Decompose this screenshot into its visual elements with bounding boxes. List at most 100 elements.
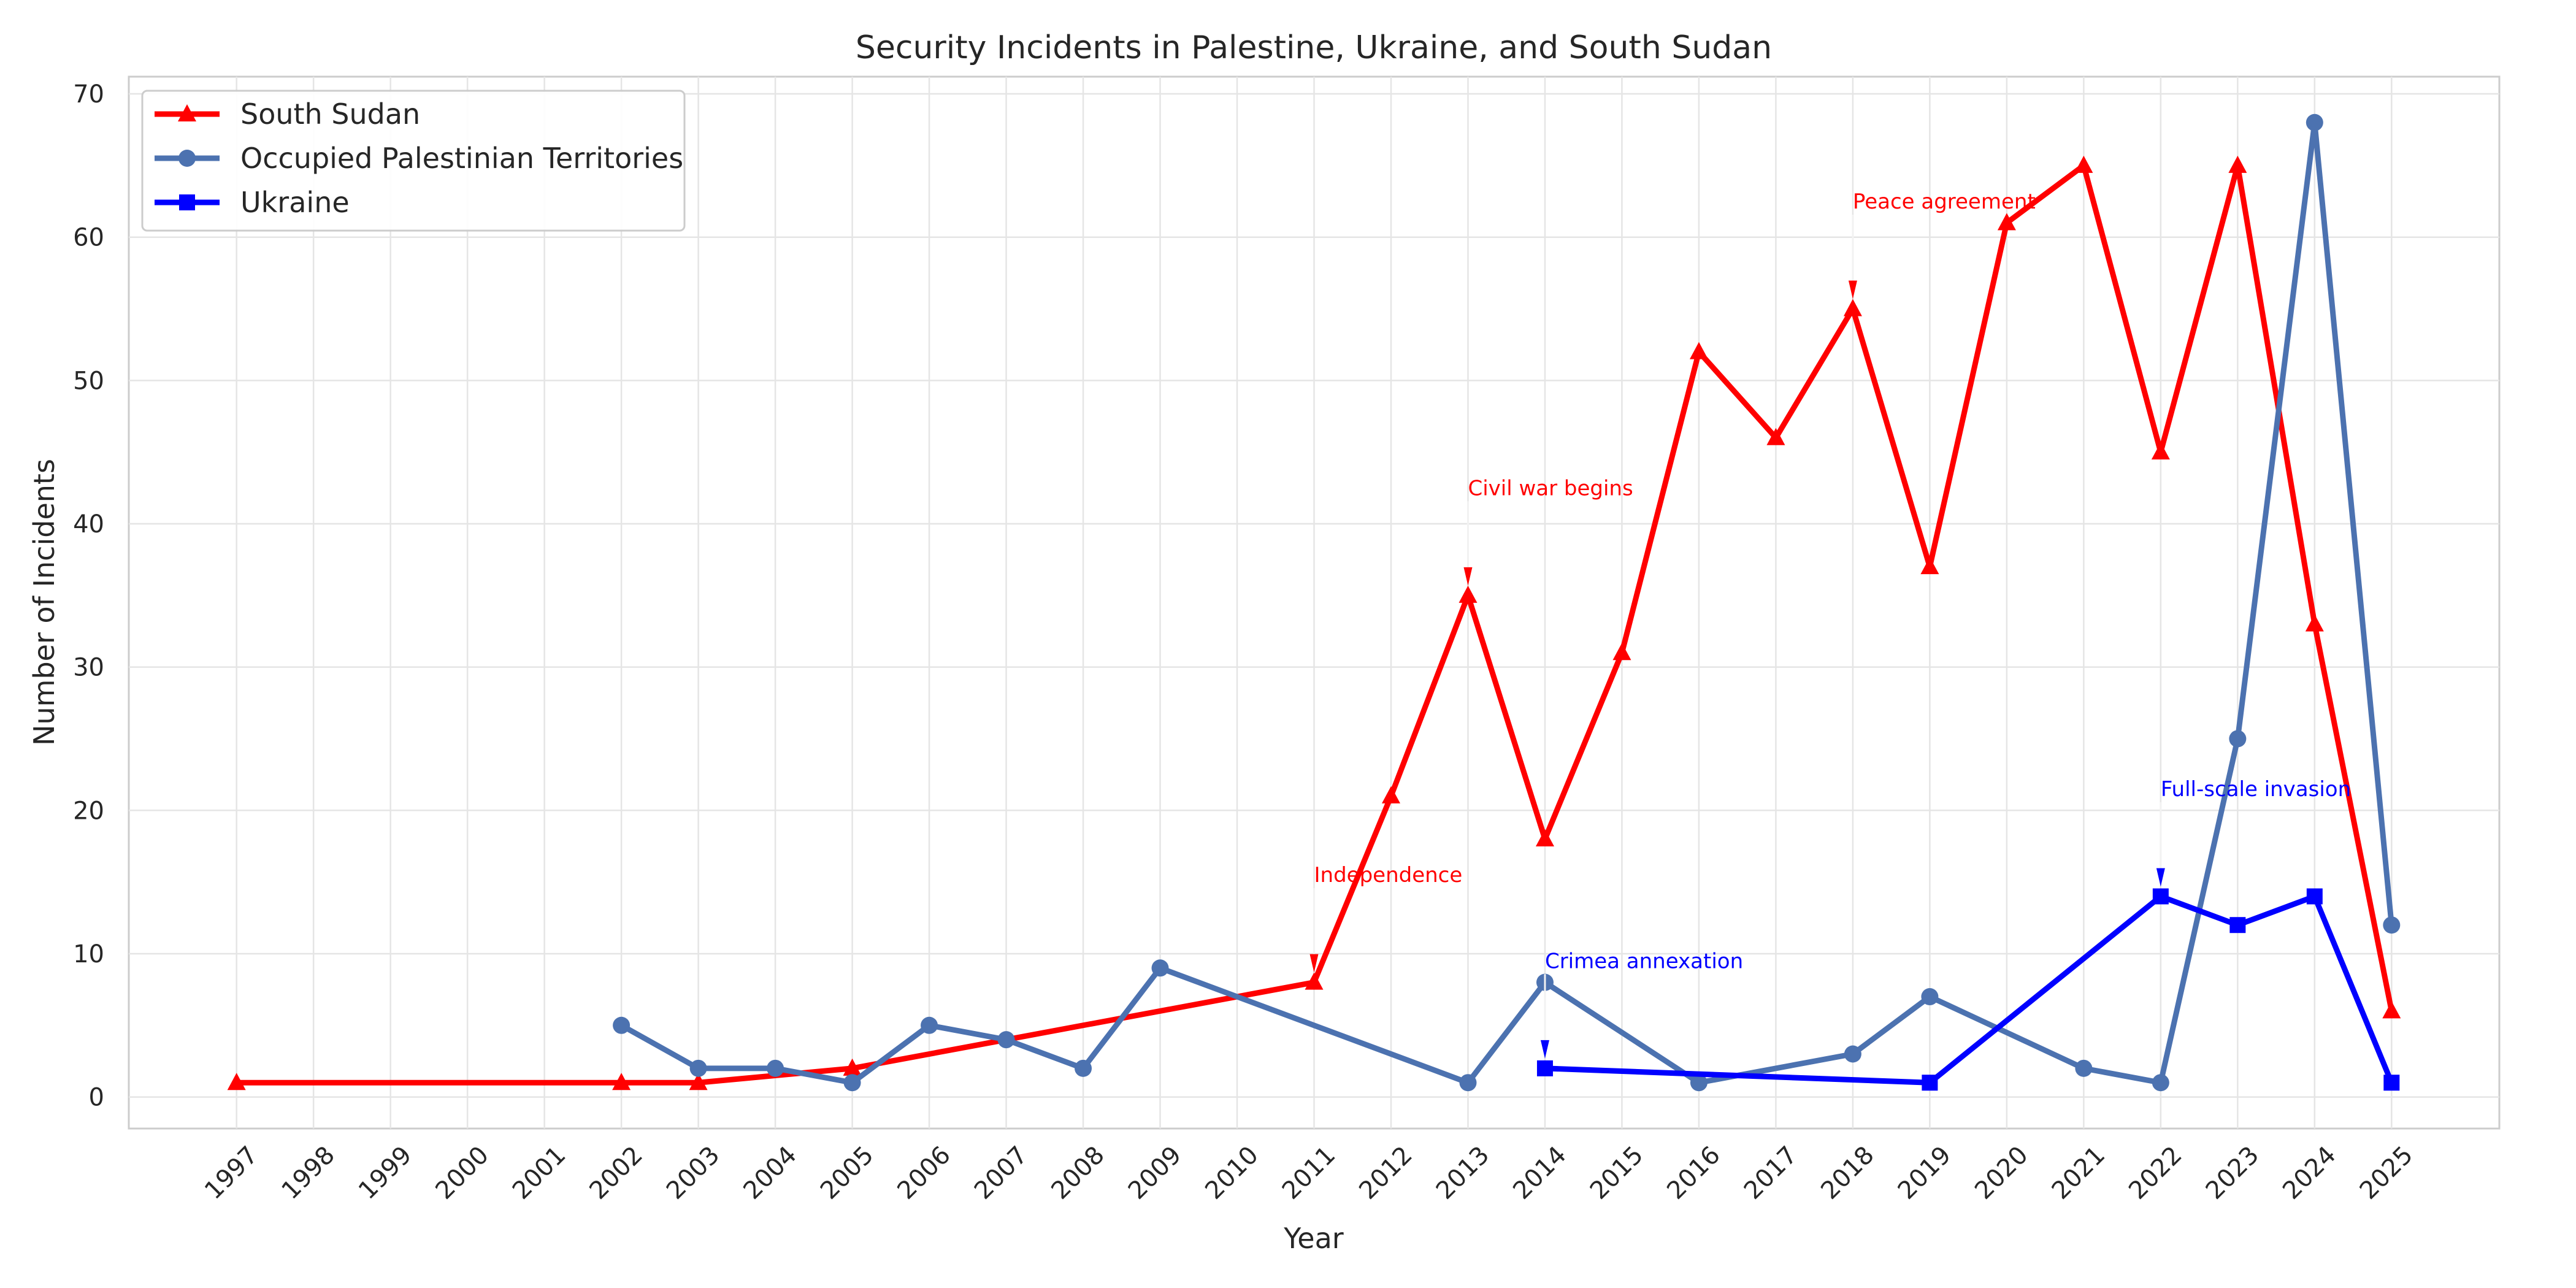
x-tick-label: 2024 (2277, 1141, 2342, 1205)
annotation-text: Peace agreement (1853, 190, 2036, 214)
x-tick-label: 2022 (2123, 1141, 2188, 1205)
grid (129, 77, 2499, 1129)
annotation-civil-war-begins: Civil war begins (1463, 476, 1633, 586)
annotation-peace-agreement: Peace agreement (1848, 190, 2036, 299)
data-point (1997, 213, 2016, 231)
annotation-arrow-head (1463, 567, 1473, 586)
annotation-text: Civil war begins (1468, 476, 1633, 500)
data-point (689, 1059, 707, 1077)
x-tick-label: 1997 (199, 1141, 264, 1205)
legend-item-ukraine: Ukraine (155, 186, 350, 219)
legend-label: Ukraine (240, 186, 350, 219)
x-tick-label: 2013 (1431, 1141, 1495, 1205)
series-occupied-palestinian-territories (613, 113, 2401, 1092)
chart-title: Security Incidents in Palestine, Ukraine… (856, 29, 1772, 66)
data-point (1766, 427, 1785, 445)
annotation-arrow-head (1309, 954, 1319, 973)
y-tick-label: 40 (73, 510, 104, 539)
x-tick-label: 1999 (353, 1141, 418, 1205)
x-tick-label: 2012 (1354, 1141, 1418, 1205)
data-point (612, 1073, 631, 1091)
data-point (767, 1059, 784, 1077)
data-point (2152, 888, 2169, 905)
data-point (1922, 1075, 1938, 1091)
annotation-text: Crimea annexation (1545, 949, 1743, 973)
data-point (1843, 299, 1862, 316)
data-point (1151, 959, 1169, 977)
x-tick-label: 2003 (661, 1141, 726, 1205)
x-tick-label: 2014 (1508, 1141, 1572, 1205)
data-point (1381, 786, 1400, 803)
data-point (2382, 1001, 2401, 1019)
data-point (843, 1058, 862, 1076)
annotation-crimea-annexation: Crimea annexation (1540, 949, 1743, 1059)
data-point (2151, 442, 2170, 460)
y-tick-label: 0 (89, 1084, 104, 1112)
y-tick-label: 50 (73, 367, 104, 395)
x-tick-label: 2011 (1277, 1141, 1341, 1205)
y-axis-label: Number of Incidents (28, 459, 61, 746)
series-layer (227, 113, 2401, 1092)
x-tick-label: 2006 (892, 1141, 956, 1205)
y-tick-label: 60 (73, 224, 104, 252)
legend-item-occupied-palestinian-territories: Occupied Palestinian Territories (155, 142, 683, 175)
x-tick-label: 2019 (1893, 1141, 1957, 1205)
data-point (2229, 730, 2247, 748)
y-tick-label: 10 (73, 940, 104, 968)
series-line (618, 120, 2394, 1086)
data-point (1459, 1074, 1477, 1092)
x-axis-label: Year (1283, 1222, 1343, 1255)
x-tick-label: 2001 (507, 1141, 572, 1205)
data-point (227, 1073, 246, 1091)
data-point (613, 1016, 631, 1034)
x-tick-label: 2018 (1815, 1141, 1880, 1205)
annotation-text: Independence (1314, 863, 1463, 887)
annotation-arrow-head (1848, 280, 1857, 299)
x-tick-label: 2005 (815, 1141, 880, 1205)
annotations: Independence Civil war begins Peace agreem… (1309, 190, 2351, 1059)
x-tick-label: 2023 (2201, 1141, 2265, 1205)
data-point (2383, 916, 2401, 934)
legend: South Sudan Occupied Palestinian Territor… (141, 90, 686, 232)
x-tick-label: 2020 (1969, 1141, 2034, 1205)
data-point (2152, 1074, 2169, 1092)
data-point (1689, 342, 1708, 359)
data-point (2306, 888, 2323, 905)
x-tick-label: 2010 (1200, 1141, 1264, 1205)
legend-swatch-marker (178, 150, 196, 167)
data-point (1535, 829, 1554, 847)
x-tick-label: 2025 (2355, 1141, 2419, 1205)
data-point (2075, 1059, 2093, 1077)
annotation-full-scale-invasion: Full-scale invasion (2156, 777, 2351, 887)
x-tick-label: 2007 (969, 1141, 1033, 1205)
x-tick-label: 2009 (1123, 1141, 1187, 1205)
data-point (1305, 972, 1324, 990)
x-tick-label: 2021 (2047, 1141, 2111, 1205)
data-point (1612, 643, 1631, 661)
data-point (689, 1073, 708, 1091)
legend-box (141, 90, 686, 232)
annotation-independence: Independence (1309, 863, 1463, 973)
data-point (1690, 1074, 1708, 1092)
data-point (1844, 1045, 1861, 1063)
x-tick-label: 2002 (584, 1141, 648, 1205)
x-tick-label: 1998 (277, 1141, 341, 1205)
x-tick-label: 2017 (1739, 1141, 1803, 1205)
data-point (1921, 988, 1939, 1006)
x-tick-label: 2016 (1662, 1141, 1726, 1205)
annotation-arrow-head (2156, 868, 2165, 887)
annotation-text: Full-scale invasion (2161, 777, 2351, 802)
legend-label: South Sudan (240, 98, 420, 131)
x-tick-label: 2008 (1046, 1141, 1110, 1205)
x-tick-label: 2015 (1585, 1141, 1649, 1205)
y-tick-label: 70 (73, 80, 104, 109)
x-tick-label: 2004 (738, 1141, 802, 1205)
series-line (1542, 893, 2394, 1086)
data-point (2229, 917, 2246, 933)
legend-label: Occupied Palestinian Territories (240, 142, 683, 175)
data-point (1536, 1060, 1553, 1076)
data-point (2228, 155, 2247, 173)
legend-swatch-marker (178, 104, 196, 121)
data-point (2305, 614, 2324, 632)
